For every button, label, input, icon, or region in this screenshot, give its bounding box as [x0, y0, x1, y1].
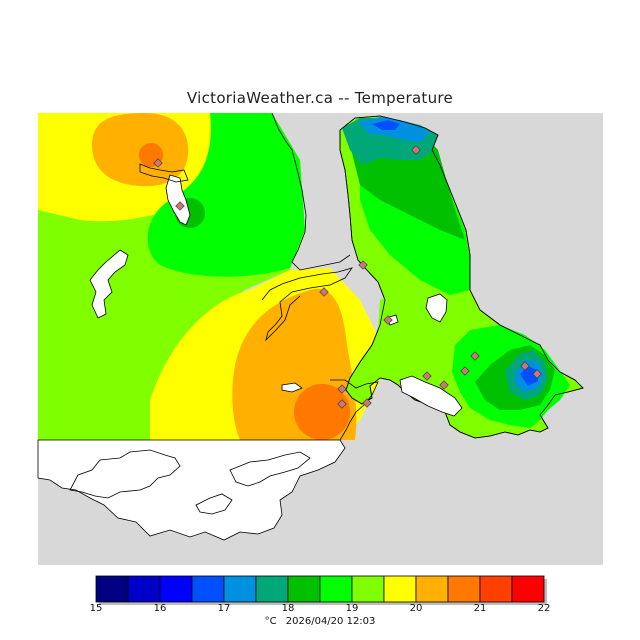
legend-swatch [95, 575, 129, 603]
station-marker[interactable] [153, 158, 163, 168]
station-marker[interactable] [383, 315, 393, 325]
legend-swatch [511, 575, 545, 603]
island-mid [281, 382, 303, 393]
station-marker[interactable] [319, 287, 329, 297]
legend-swatch [255, 575, 289, 603]
temp-zone-18 [147, 113, 305, 277]
legend-swatch [159, 575, 193, 603]
temp-zone-21 [92, 113, 189, 187]
station-marker[interactable] [470, 351, 480, 361]
legend-swatch [319, 575, 353, 603]
temp-zone-19-mid [378, 290, 470, 362]
station-markers [153, 145, 542, 409]
legend-swatch [223, 575, 257, 603]
legend-tick: 22 [537, 603, 551, 614]
islands [89, 174, 463, 417]
island-east-1 [425, 293, 448, 323]
timestamp: 2026/04/20 12:03 [285, 616, 376, 627]
station-marker[interactable] [362, 398, 372, 408]
legend-swatch [383, 575, 417, 603]
south-coast-detail [69, 449, 311, 515]
color-legend [95, 575, 547, 605]
station-marker[interactable] [532, 369, 542, 379]
island-inlet [165, 174, 191, 226]
station-marker[interactable] [337, 384, 347, 394]
station-marker[interactable] [439, 380, 449, 390]
temp-zone-14-east [372, 120, 400, 130]
peninsula-outline [339, 115, 584, 439]
island-west [89, 249, 129, 319]
unit-label: °C [264, 616, 277, 627]
station-marker[interactable] [520, 361, 530, 371]
station-marker[interactable] [411, 145, 421, 155]
map-title: VictoriaWeather.ca -- Temperature [186, 89, 454, 107]
legend-tick: 16 [153, 603, 167, 614]
legend-tick: 21 [473, 603, 487, 614]
mainland-coast [139, 112, 379, 441]
legend-swatch [127, 575, 161, 603]
station-marker[interactable] [422, 371, 432, 381]
station-marker[interactable] [460, 366, 470, 376]
legend-swatch [447, 575, 481, 603]
station-marker[interactable] [358, 260, 368, 270]
station-marker[interactable] [175, 201, 185, 211]
temperature-field-west [38, 113, 390, 440]
legend-swatch [479, 575, 513, 603]
legend-tick: 17 [217, 603, 231, 614]
legend-tick: 19 [345, 603, 359, 614]
station-marker[interactable] [337, 399, 347, 409]
legend-swatch [415, 575, 449, 603]
temp-zone-13-se [520, 366, 538, 386]
legend-tick: 18 [281, 603, 295, 614]
legend-tick: 15 [89, 603, 103, 614]
legend-footer: °C 2026/04/20 12:03 [0, 616, 640, 627]
legend-swatch [287, 575, 321, 603]
legend-swatch [191, 575, 225, 603]
temp-zone-22b [294, 384, 350, 440]
temperature-field-east [339, 115, 584, 439]
legend-tick: 20 [409, 603, 423, 614]
island-harbour [399, 375, 463, 417]
legend-swatch [351, 575, 385, 603]
